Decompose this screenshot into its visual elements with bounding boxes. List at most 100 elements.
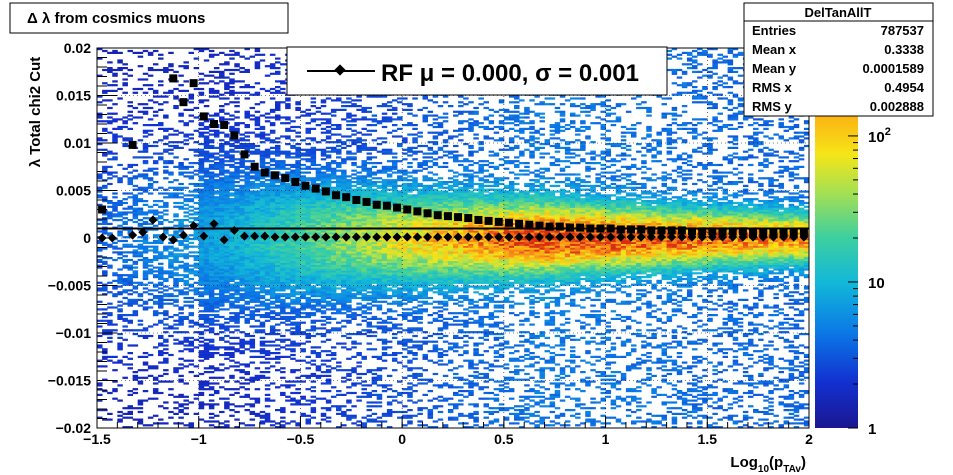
heatmap-cell [290, 260, 296, 263]
heatmap-cell [158, 405, 164, 408]
heatmap-cell [249, 418, 256, 421]
heatmap-cell [152, 160, 159, 163]
heatmap-cell [330, 352, 337, 355]
heatmap-cell [280, 82, 286, 85]
heatmap-cell [305, 196, 311, 199]
heatmap-cell [198, 255, 205, 258]
heatmap-cell [188, 182, 195, 186]
heatmap-cell [193, 234, 200, 237]
heatmap-cell [198, 253, 205, 256]
heatmap-cell [234, 110, 240, 113]
heatmap-cell [127, 390, 133, 393]
heatmap-cell [346, 201, 352, 205]
heatmap-cell [341, 291, 347, 294]
heatmap-cell [229, 129, 235, 132]
heatmap-cell [305, 283, 311, 286]
heatmap-cell [254, 200, 261, 203]
heatmap-cell [178, 165, 184, 168]
heatmap-cell [320, 184, 327, 187]
heatmap-cell [280, 245, 286, 248]
heatmap-cell [213, 304, 220, 307]
heatmap-cell [346, 127, 352, 130]
heatmap-cell [366, 409, 373, 412]
heatmap-cell [142, 277, 149, 281]
heatmap-cell [229, 148, 235, 151]
heatmap-cell [264, 148, 271, 151]
heatmap-cell [259, 258, 266, 262]
heatmap-cell [280, 295, 286, 298]
heatmap-cell [203, 258, 210, 262]
heatmap-cell [152, 141, 159, 144]
heatmap-cell [336, 125, 342, 129]
heatmap-cell [219, 251, 225, 254]
heatmap-cell [285, 103, 291, 106]
heatmap-cell [234, 150, 240, 153]
heatmap-cell [102, 260, 108, 263]
heatmap-cell [295, 167, 301, 170]
heatmap-cell [341, 380, 347, 383]
heatmap-cell [366, 325, 373, 328]
heatmap-cell [152, 257, 159, 260]
heatmap-cell [193, 154, 200, 157]
heatmap-cell [163, 340, 169, 343]
heatmap-cell [325, 369, 332, 372]
heatmap-cell [249, 198, 256, 201]
heatmap-cell [203, 251, 210, 254]
heatmap-cell [219, 72, 225, 75]
heatmap-cell [280, 201, 286, 205]
heatmap-cell [244, 308, 250, 311]
heatmap-cell [158, 319, 164, 322]
heatmap-cell [117, 344, 123, 347]
heatmap-cell [325, 257, 332, 260]
heatmap-cell [280, 310, 286, 313]
heatmap-cell [280, 393, 286, 396]
heatmap-cell [234, 281, 240, 284]
heatmap-cell [137, 281, 144, 284]
heatmap-cell [163, 323, 169, 326]
heatmap-cell [102, 89, 108, 92]
heatmap-cell [234, 317, 240, 320]
heatmap-cell [285, 127, 291, 130]
heatmap-cell [351, 162, 357, 165]
heatmap-cell [269, 291, 276, 294]
heatmap-cell [213, 53, 220, 56]
heatmap-cell [264, 162, 271, 165]
heatmap-cell [152, 382, 159, 385]
heatmap-cell [152, 91, 159, 94]
heatmap-cell [341, 245, 347, 248]
heatmap-cell [361, 422, 367, 425]
heatmap-cell [269, 300, 276, 303]
heatmap-cell [330, 124, 337, 127]
heatmap-cell [142, 361, 149, 364]
heatmap-cell [213, 70, 220, 73]
heatmap-cell [122, 255, 128, 258]
heatmap-cell [315, 264, 322, 267]
heatmap-cell [254, 277, 261, 281]
heatmap-cell [224, 179, 230, 182]
heatmap-cell [163, 209, 169, 212]
heatmap-cell [112, 306, 118, 309]
heatmap-cell [178, 65, 184, 68]
heatmap-cell [112, 156, 118, 159]
heatmap-cell [325, 300, 332, 303]
heatmap-cell [264, 371, 271, 374]
heatmap-cell [147, 334, 154, 338]
heatmap-cell [356, 188, 362, 191]
heatmap-cell [213, 238, 220, 241]
heatmap-cell [310, 289, 317, 292]
heatmap-cell [330, 219, 337, 222]
heatmap-cell [163, 310, 169, 313]
heatmap-cell [300, 333, 306, 336]
heatmap-cell [208, 260, 215, 263]
heatmap-cell [173, 224, 179, 227]
heatmap-cell [280, 198, 286, 201]
heatmap-cell [244, 48, 250, 51]
heatmap-cell [239, 251, 245, 254]
heatmap-cell [142, 190, 149, 193]
heatmap-cell [346, 310, 352, 313]
heatmap-cell [259, 59, 266, 62]
heatmap-cell [173, 247, 179, 250]
heatmap-cell [229, 127, 235, 130]
heatmap-cell [142, 291, 149, 294]
heatmap-cell [249, 355, 256, 358]
